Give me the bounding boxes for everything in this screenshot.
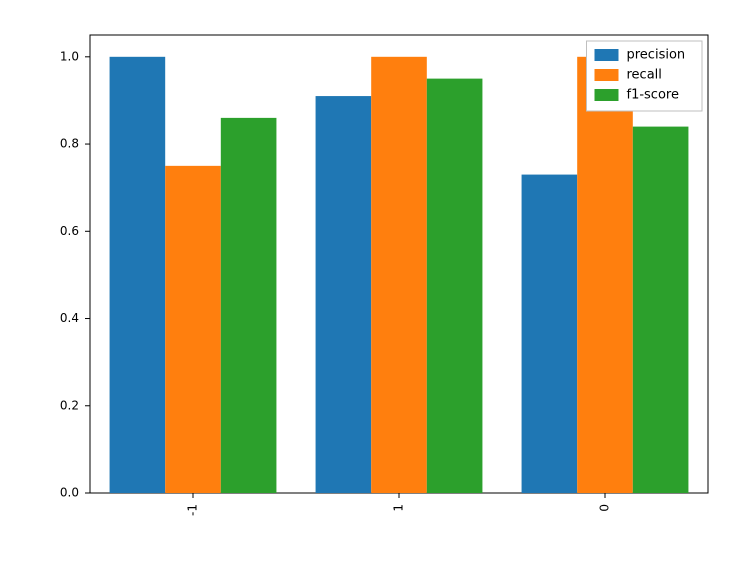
bar-recall [577, 57, 633, 493]
legend-label: precision [627, 48, 686, 63]
bar-precision [316, 96, 372, 493]
legend-label: recall [627, 68, 662, 83]
bar-precision [110, 57, 166, 493]
y-tick-label: 0.2 [60, 398, 79, 412]
x-tick-label: 1 [392, 504, 406, 512]
legend-swatch [595, 69, 619, 81]
y-tick-label: 0.4 [60, 311, 79, 325]
bar-precision [522, 175, 578, 493]
x-tick-label: -1 [186, 504, 200, 516]
x-tick-label: 0 [598, 504, 612, 512]
grouped-bar-chart: 0.0 0.2 0.4 0.6 0.8 1.0 -1 1 0 precision recall f1-… [0, 0, 743, 568]
bar-f1-score [427, 79, 483, 493]
y-tick-label: 0.8 [60, 137, 79, 151]
bar-recall [165, 166, 221, 493]
chart-container: 0.0 0.2 0.4 0.6 0.8 1.0 -1 1 0 precision recall f1-… [0, 0, 743, 568]
legend-swatch [595, 89, 619, 101]
y-tick-label: 0.6 [60, 224, 79, 238]
legend-swatch [595, 49, 619, 61]
bar-recall [371, 57, 427, 493]
legend-label: f1-score [627, 88, 679, 103]
bar-f1-score [221, 118, 277, 493]
bar-f1-score [633, 127, 689, 493]
y-tick-label: 1.0 [60, 49, 79, 63]
y-tick-label: 0.0 [60, 486, 79, 500]
legend: precision recall f1-score [587, 41, 703, 111]
